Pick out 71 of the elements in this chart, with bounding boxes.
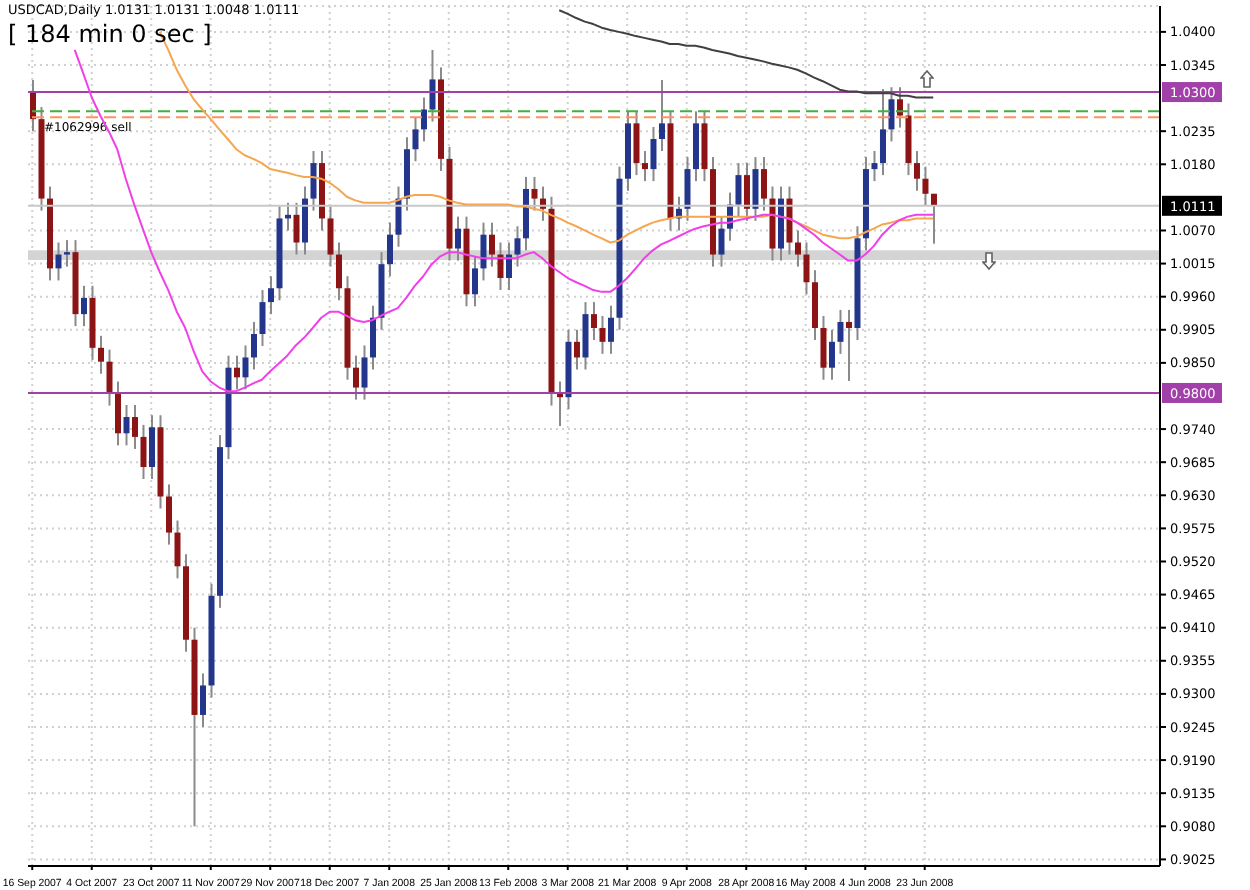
candlestick [879,88,886,177]
candlestick [429,48,436,123]
candlestick [310,150,317,212]
candlestick [132,404,138,450]
candlestick [267,275,274,316]
candlestick [658,79,665,153]
candlestick [335,241,342,302]
candlestick [922,165,929,207]
candlestick [590,301,597,342]
candlestick [684,156,691,222]
candlestick [888,86,895,143]
candlestick [369,304,376,371]
candlestick [412,116,419,163]
candlestick [488,221,495,268]
candlestick [140,423,147,481]
candlestick [607,304,614,355]
candlestick [573,328,580,371]
candlestick [386,221,393,278]
candlestick [64,239,70,268]
candlestick [250,320,257,371]
candlestick [845,308,852,382]
annotation: [ 184 min 0 sec ] [8,20,212,48]
candlestick [633,110,640,177]
candlestick [871,150,878,183]
candlestick [820,314,827,381]
candlestick [81,284,87,328]
candlestick [115,380,121,447]
candlestick [582,301,589,371]
line-series [558,9,935,99]
candlestick [106,348,113,407]
candlestick [123,404,130,447]
candlestick [803,241,810,296]
candlestick [760,156,767,212]
candlestick [743,162,750,222]
candlestick [811,269,818,342]
candlestick [650,125,657,183]
candlestick [531,175,538,212]
candlestick [718,215,725,268]
candlestick [905,102,912,177]
candlestick [352,354,359,401]
candlestick [361,344,368,401]
candlestick [242,344,249,391]
candlestick [641,150,648,183]
candlestick [480,221,487,282]
candlestick [692,110,699,183]
candlestick [166,483,172,546]
candlestick [514,225,521,268]
candlestick [327,205,334,268]
candlestick [913,150,920,192]
candlestick [471,255,478,308]
candlestick [701,110,708,183]
candlestick [930,192,937,245]
candlestick [98,334,104,375]
candlestick [233,354,240,391]
candlestick [828,328,835,381]
candlestick [174,519,181,580]
candlestick [454,215,461,262]
candlestick [786,185,793,256]
candlestick [420,96,427,143]
candlestick [200,672,206,728]
candlestick [735,162,742,218]
candlestick [149,414,155,481]
candlestick [896,86,903,129]
candlestick [794,229,801,268]
candlestick [293,201,300,256]
candlestick [837,308,844,355]
candlestick [55,241,62,282]
candlestick [301,185,308,256]
candlestick [259,289,266,348]
candlestick [752,156,759,222]
candlestick [599,314,606,355]
